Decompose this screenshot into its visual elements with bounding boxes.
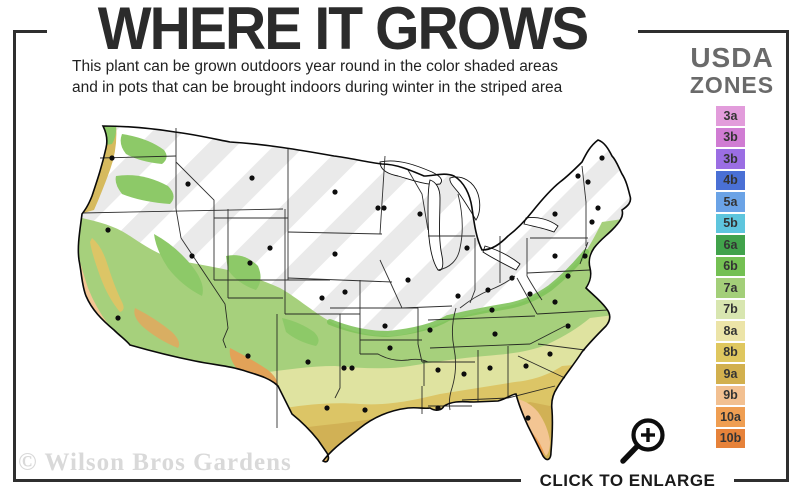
state-borders bbox=[81, 128, 609, 428]
frame-border-top-left bbox=[13, 30, 47, 33]
frame-border-top-right bbox=[638, 30, 789, 33]
legend-title: USDA ZONES bbox=[682, 44, 782, 97]
legend-zone-chip: 3b bbox=[716, 149, 745, 169]
frame-border-right bbox=[786, 30, 789, 482]
legend-zone-chip: 3b bbox=[716, 127, 745, 147]
legend-zone-chip: 4b bbox=[716, 170, 745, 190]
click-to-enlarge-button[interactable]: CLICK TO ENLARGE bbox=[539, 471, 716, 490]
legend-zone-chip: 10b bbox=[716, 428, 745, 448]
subtitle-line-2: and in pots that can be brought indoors … bbox=[72, 79, 563, 96]
legend-zone-chip: 9b bbox=[716, 385, 745, 405]
page-title: WHERE IT GROWS bbox=[97, 0, 589, 62]
usda-zone-map[interactable] bbox=[30, 118, 660, 478]
legend-zone-list: 3a 3b 3b 4b 5a 5b 6a 6b 7a 7b 8a 8b 9a 9b 10a 10b bbox=[716, 106, 745, 450]
frame-border-bottom-right bbox=[734, 479, 789, 482]
legend-zone-chip: 8a bbox=[716, 321, 745, 341]
legend-zone-chip: 7a bbox=[716, 278, 745, 298]
us-map-graphic bbox=[77, 125, 632, 463]
subtitle-line-1: This plant can be grown outdoors year ro… bbox=[72, 58, 558, 75]
frame-border-left bbox=[13, 30, 16, 482]
legend-zone-chip: 10a bbox=[716, 407, 745, 427]
legend-zone-chip: 6b bbox=[716, 256, 745, 276]
legend-title-zones: ZONES bbox=[689, 72, 775, 98]
watermark: © Wilson Bros Gardens bbox=[18, 449, 292, 476]
frame-border-bottom-left bbox=[13, 479, 521, 482]
legend-zone-chip: 5a bbox=[716, 192, 745, 212]
map-fill-layers bbox=[78, 126, 631, 462]
subtitle: This plant can be grown outdoors year ro… bbox=[72, 56, 652, 98]
legend-title-usda: USDA bbox=[690, 42, 774, 73]
magnifier-plus-icon[interactable] bbox=[605, 408, 675, 470]
legend-zone-chip: 9a bbox=[716, 364, 745, 384]
legend-zone-chip: 7b bbox=[716, 299, 745, 319]
legend-zone-chip: 3a bbox=[716, 106, 745, 126]
legend-zone-chip: 5b bbox=[716, 213, 745, 233]
legend-zone-chip: 6a bbox=[716, 235, 745, 255]
legend-zone-chip: 8b bbox=[716, 342, 745, 362]
state-dots bbox=[105, 155, 605, 421]
